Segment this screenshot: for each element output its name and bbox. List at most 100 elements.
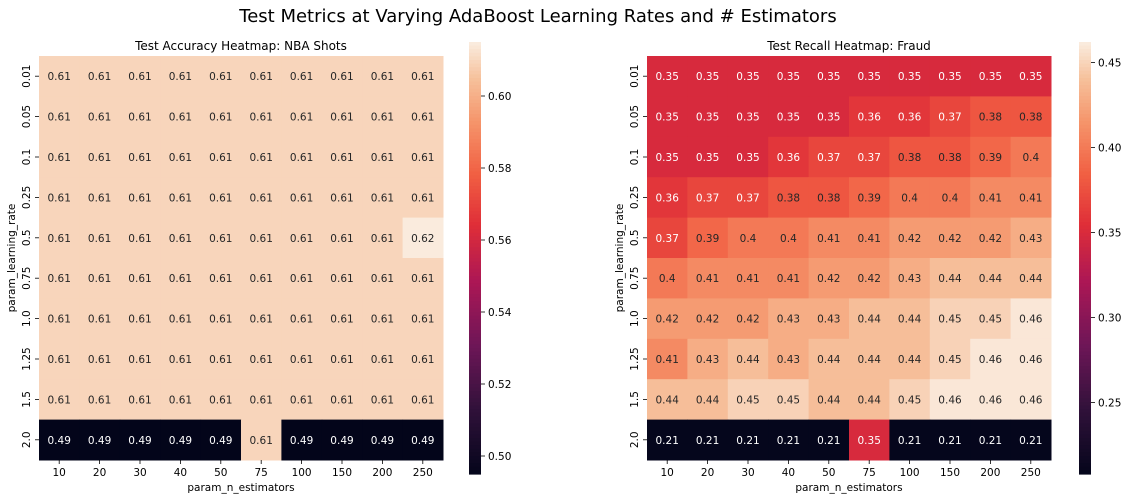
cell-value-label: 0.42 [817,273,840,285]
cell-value-label: 0.39 [979,152,1002,164]
colorbar-segment [1079,114,1091,119]
cell-value-label: 0.39 [696,233,719,245]
heatmap-cell [281,419,323,461]
colorbar-segment [1079,157,1091,162]
colorbar-segment [469,376,481,381]
cell-value-label: 0.35 [777,71,800,83]
cell-value-label: 0.61 [209,112,232,124]
cell-value-label: 0.41 [777,273,800,285]
colorbar-segment [1079,214,1091,219]
colorbar-segment [469,128,481,133]
cell-value-label: 0.41 [817,233,840,245]
cell-value-label: 0.46 [979,394,1003,406]
colorbar-segment [469,171,481,176]
colorbar-segment [469,114,481,119]
colorbar-segment [1079,294,1091,299]
colorbar-segment [469,333,481,338]
colorbar-segment [469,301,481,306]
cell-value-label: 0.61 [48,192,71,204]
heatmap-cell [808,298,850,340]
cell-value-label: 0.37 [736,192,759,204]
colorbar-segment [469,218,481,223]
colorbar-segment [469,78,481,83]
heatmap-cell [970,338,1012,380]
heatmap-cell [687,177,729,219]
cell-value-label: 0.61 [88,112,111,124]
cell-value-label: 0.61 [330,152,353,164]
colorbar-segment [1079,261,1091,266]
heatmap-cell [808,177,850,219]
colorbar-segment [1079,121,1091,126]
y-tick-label: 1.25 [21,347,33,370]
colorbar-segment [469,405,481,410]
colorbar-segment [469,330,481,335]
cell-value-label: 0.61 [371,152,394,164]
cell-value-label: 0.61 [250,394,273,406]
y-tick-label: 0.5 [629,229,641,246]
heatmap-cell [362,298,404,340]
cell-value-label: 0.38 [898,152,921,164]
colorbar-segment [1079,222,1091,227]
heatmap-cell [727,56,769,97]
colorbar-segment [1079,96,1091,101]
heatmap-cell [647,338,688,380]
colorbar-segment [469,207,481,212]
heatmap-cell [1010,177,1052,219]
heatmap-cell [119,96,161,138]
heatmap-cell [889,96,931,138]
heatmap-cell [402,379,444,421]
cell-value-label: 0.61 [209,233,232,245]
heatmap-cell [200,379,242,421]
heatmap-cell [402,217,444,259]
colorbar-segment [1079,459,1091,464]
heatmap-cell [362,217,404,259]
y-tick-label: 0.05 [21,105,33,128]
cell-value-label: 0.61 [411,273,434,285]
cell-value-label: 0.35 [736,112,759,124]
heatmap-cell [321,379,363,421]
colorbar-segment [1079,456,1091,461]
cell-value-label: 0.4 [780,233,797,245]
heatmap-cell [402,56,444,97]
cell-value-label: 0.61 [128,314,151,326]
heatmap-cell [727,96,769,138]
heatmap-cell [1010,56,1052,97]
cell-value-label: 0.61 [128,112,151,124]
cell-value-label: 0.61 [250,314,273,326]
heatmap-cell [200,177,242,219]
colorbar-segment [469,265,481,270]
colorbar-segment [469,247,481,252]
cell-value-label: 0.61 [209,71,232,83]
cell-value-label: 0.44 [696,394,720,406]
colorbar-segment [1079,412,1091,417]
heatmap-cell [727,419,769,461]
colorbar-segment [469,466,481,471]
colorbar-segment [1079,193,1091,198]
heatmap-cell [362,96,404,138]
cell-value-label: 0.37 [858,152,881,164]
cell-value-label: 0.61 [371,71,394,83]
heatmap-cell [1010,258,1052,299]
cell-value-label: 0.61 [250,71,273,83]
x-tick-label: 200 [372,467,392,479]
cell-value-label: 0.35 [898,71,921,83]
cell-value-label: 0.44 [938,273,962,285]
cell-value-label: 0.61 [128,354,151,366]
colorbar-segment [469,67,481,72]
cell-value-label: 0.35 [696,152,719,164]
heatmap-cell [970,379,1012,421]
colorbar-segment [1079,218,1091,223]
colorbar-segment [1079,164,1091,169]
colorbar-segment [1079,254,1091,259]
colorbar-segment [469,344,481,349]
heatmap-cell [929,177,971,219]
cell-value-label: 0.61 [411,152,434,164]
heatmap-cell [119,136,161,178]
cell-value-label: 0.61 [371,192,394,204]
cell-value-label: 0.21 [777,435,800,447]
colorbar-segment [1079,430,1091,435]
heatmap-cell [402,298,444,340]
heatmap-cell [119,56,161,97]
heatmap-cell [647,258,688,299]
colorbar-segment [469,182,481,187]
